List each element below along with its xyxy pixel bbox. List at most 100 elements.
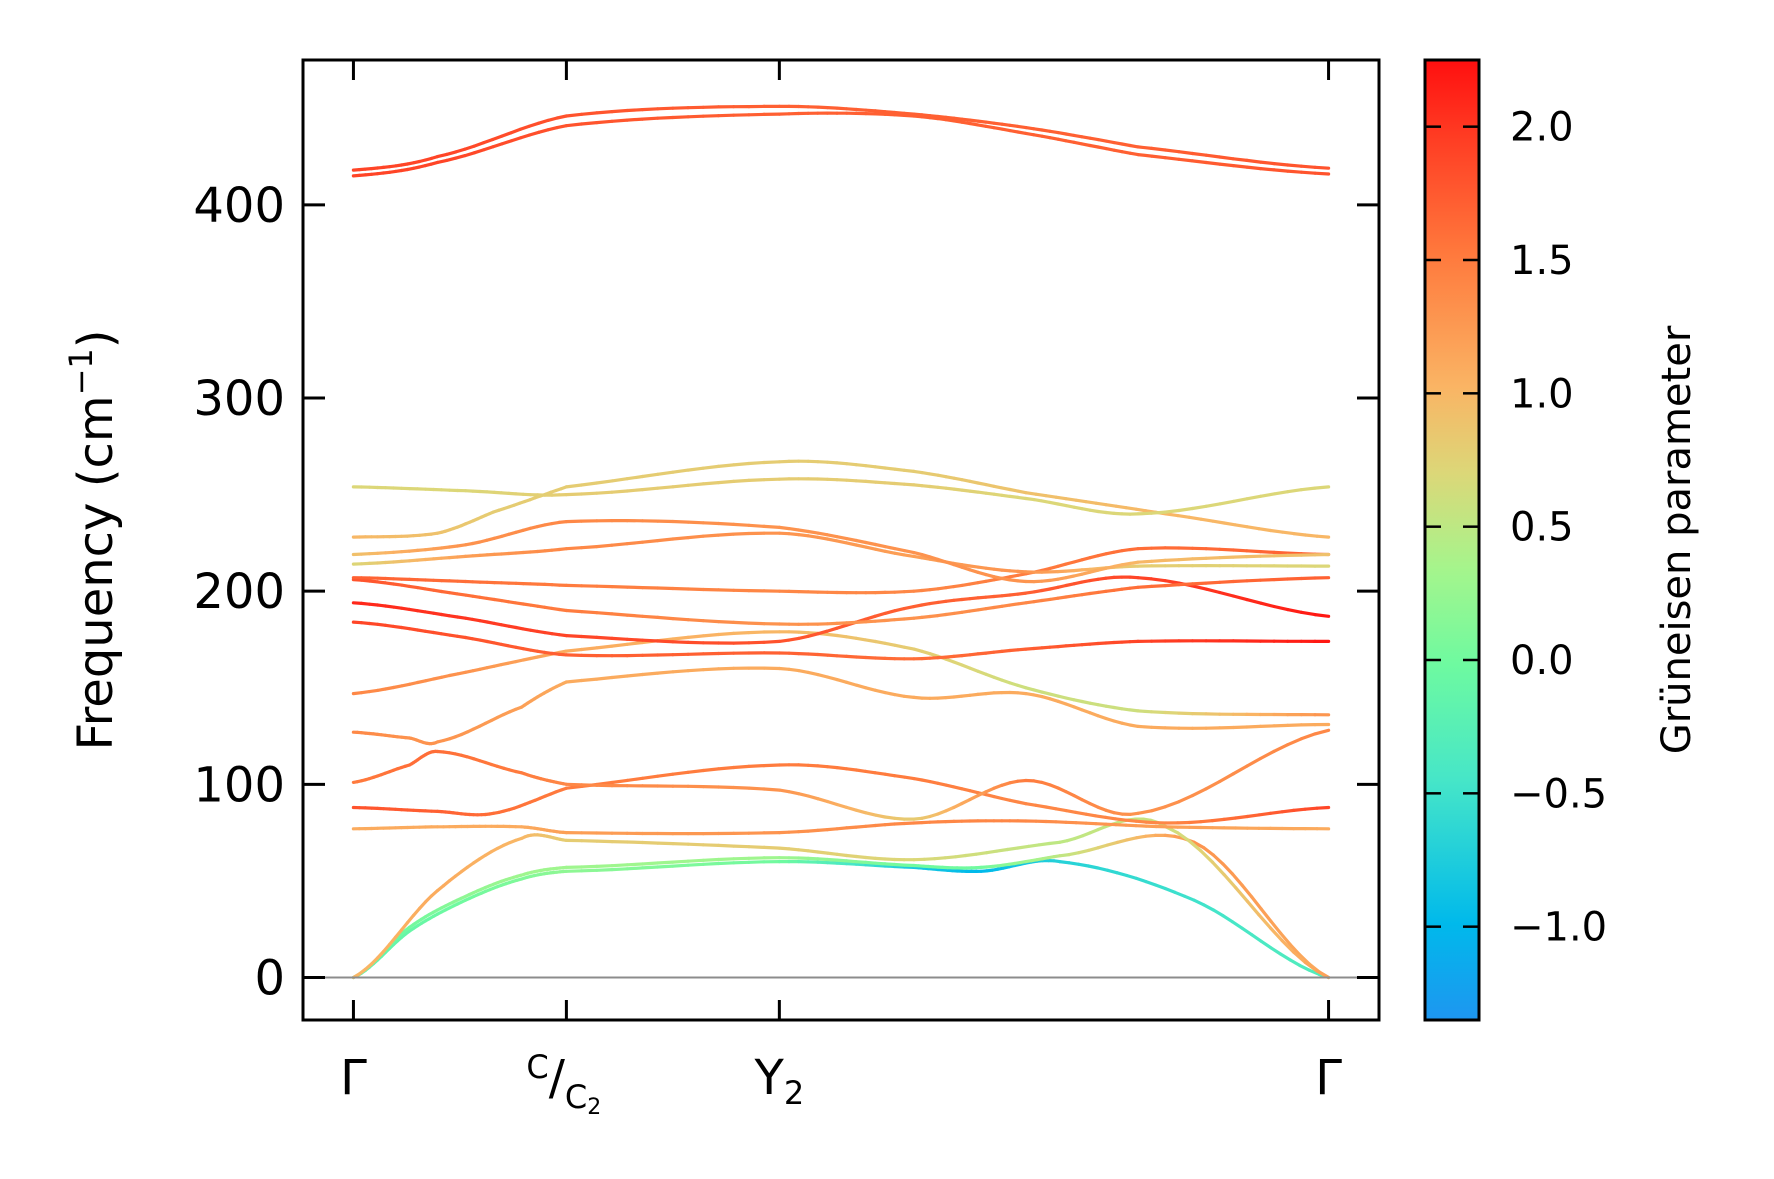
band-6-segment xyxy=(806,763,820,768)
band-6-segment xyxy=(747,763,766,769)
band-19-segment xyxy=(1286,163,1303,168)
band-11-segment xyxy=(796,634,810,641)
band-1-segment xyxy=(1202,903,1215,912)
band-12-segment xyxy=(1204,580,1222,585)
band-5-segment xyxy=(864,823,878,828)
band-11-segment xyxy=(595,635,614,641)
band-18-segment xyxy=(1177,157,1195,163)
band-6-segment xyxy=(1187,820,1203,825)
band-13-segment xyxy=(610,584,629,589)
band-7-segment xyxy=(835,802,849,810)
band-11-segment xyxy=(671,640,690,645)
band-1-segment xyxy=(825,860,839,865)
band-4-segment xyxy=(1222,872,1238,890)
band-7-segment xyxy=(1231,764,1249,776)
band-15-segment xyxy=(1177,557,1195,562)
band-5-segment xyxy=(1084,821,1098,826)
band-4-segment xyxy=(777,846,791,851)
band-11-segment xyxy=(1149,577,1167,583)
y-axis-ticks: 0 100 200 300 400 xyxy=(193,178,1379,1007)
band-1-segment xyxy=(892,864,906,869)
band-17-segment xyxy=(732,478,751,483)
band-4-segment xyxy=(1245,899,1261,917)
band-7-segment xyxy=(883,815,897,820)
band-4-segment xyxy=(1280,938,1296,954)
band-3 xyxy=(564,833,1331,980)
band-6-segment xyxy=(844,767,858,772)
band-4-segment xyxy=(762,845,782,850)
x-tick-label: Y2 xyxy=(754,1050,805,1112)
band-16-segment xyxy=(1257,527,1273,533)
band-19-segment xyxy=(463,144,476,151)
band-14-segment xyxy=(873,547,887,553)
band-11-segment xyxy=(1258,601,1276,609)
colorbar-tick-label: −0.5 xyxy=(1510,771,1607,817)
band-5-segment xyxy=(854,824,868,829)
band-11-segment xyxy=(816,629,830,636)
band-5-segment xyxy=(873,823,887,828)
band-7 xyxy=(351,728,1331,821)
band-8-segment xyxy=(1231,725,1249,730)
band-1-segment xyxy=(1269,946,1283,956)
band-16-segment xyxy=(640,472,660,479)
band-18-segment xyxy=(1313,171,1331,176)
band-4-segment xyxy=(995,847,1010,853)
colorbar-tick-label: 1.5 xyxy=(1510,238,1574,284)
band-7-segment xyxy=(777,788,791,794)
band-9-segment xyxy=(1163,710,1181,715)
band-19-segment xyxy=(671,106,690,110)
band-1-segment xyxy=(1067,861,1081,866)
band-1-segment xyxy=(1125,873,1139,881)
band-3-segment xyxy=(610,863,629,868)
band-16-segment xyxy=(1104,503,1118,508)
band-4-segment xyxy=(844,853,858,859)
band-6-segment xyxy=(716,765,736,771)
band-6-segment xyxy=(1034,803,1048,809)
band-5 xyxy=(351,819,1331,836)
colorbar-ticks: −1.0 −0.5 0.0 0.5 1.0 1.5 2.0 xyxy=(1425,105,1607,951)
band-10-segment xyxy=(844,654,858,659)
band-16-segment xyxy=(1044,494,1058,499)
band-11-segment xyxy=(1190,584,1208,591)
band-9-segment xyxy=(835,633,849,639)
band-18-segment xyxy=(716,113,736,118)
band-17-segment xyxy=(1149,510,1167,515)
band-6-segment xyxy=(686,768,705,774)
band-18-segment xyxy=(1231,164,1249,169)
band-15-segment xyxy=(825,533,839,539)
band-11-segment xyxy=(564,633,584,639)
band-1-segment xyxy=(716,861,736,866)
band-17-segment xyxy=(1218,499,1235,506)
band-3-segment xyxy=(1211,853,1225,866)
band-13-segment xyxy=(686,587,705,592)
band-17-segment xyxy=(1204,502,1222,508)
band-3-segment xyxy=(1134,834,1148,840)
y-tick-label: 100 xyxy=(193,757,285,813)
band-8-segment xyxy=(656,670,675,675)
band-3-segment xyxy=(1144,833,1158,838)
band-11-segment xyxy=(1299,610,1317,617)
band-17-segment xyxy=(854,479,868,483)
band-3-segment xyxy=(1240,883,1254,899)
band-16-segment xyxy=(883,466,897,471)
y-tick-label: 400 xyxy=(193,178,285,234)
band-19-segment xyxy=(537,118,550,125)
band-17 xyxy=(351,477,1331,516)
band-4-segment xyxy=(1026,843,1041,849)
band-7-segment xyxy=(1204,779,1222,791)
band-5-segment xyxy=(902,821,916,826)
band-1-segment xyxy=(1173,890,1187,898)
band-19 xyxy=(351,104,1331,172)
band-19-segment xyxy=(1231,157,1249,162)
band-1-segment xyxy=(1230,920,1244,930)
band-3-segment xyxy=(640,861,660,866)
band-8-segment xyxy=(864,686,878,692)
band-16-segment xyxy=(1084,500,1098,505)
band-7-segment xyxy=(732,785,751,790)
band-6-segment xyxy=(1054,807,1068,813)
band-17-segment xyxy=(579,491,599,496)
band-12-segment xyxy=(902,616,916,621)
band-17-segment xyxy=(625,488,645,493)
band-15-segment xyxy=(835,535,849,541)
band-4-segment xyxy=(747,845,766,850)
